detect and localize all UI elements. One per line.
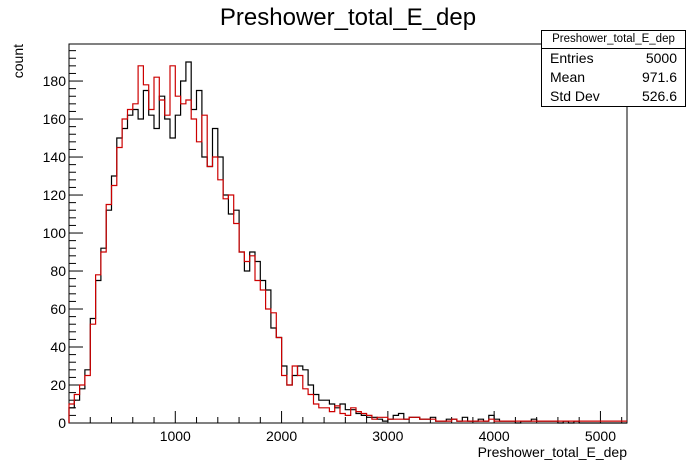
y-tick-label: 140 xyxy=(43,149,67,165)
y-axis-label: count xyxy=(10,44,26,78)
y-tick-label: 40 xyxy=(50,339,66,355)
chart-title: Preshower_total_E_dep xyxy=(220,4,476,31)
axes: 1000 2000 3000 4000 5000 0 20 40 60 80 100 120 140 16… xyxy=(43,43,628,444)
stats-value-entries: 5000 xyxy=(645,50,677,66)
stats-row-std-dev: Std Dev 526.6 xyxy=(542,87,685,106)
y-tick-label: 100 xyxy=(43,225,67,241)
stats-value-std-dev: 526.6 xyxy=(641,88,677,104)
y-tick-label: 20 xyxy=(50,377,66,393)
y-tick-label: 180 xyxy=(43,73,67,89)
y-tick-label: 0 xyxy=(58,415,66,431)
stats-label-std-dev: Std Dev xyxy=(550,88,600,104)
stats-box: Preshower_total_E_dep Entries 5000 Mean … xyxy=(541,30,686,107)
x-tick-label: 5000 xyxy=(585,428,616,444)
x-tick-label: 2000 xyxy=(266,428,297,444)
stats-box-title: Preshower_total_E_dep xyxy=(542,31,685,49)
y-tick-label: 120 xyxy=(43,187,67,203)
y-tick-label: 160 xyxy=(43,111,67,127)
y-tick-label: 60 xyxy=(50,301,66,317)
x-axis-label: Preshower_total_E_dep xyxy=(478,444,628,460)
histogram-series-2 xyxy=(68,65,627,423)
stats-value-mean: 971.6 xyxy=(641,69,677,85)
x-tick-label: 1000 xyxy=(160,428,191,444)
stats-label-entries: Entries xyxy=(550,50,594,66)
stats-row-entries: Entries 5000 xyxy=(542,49,685,68)
series-layer xyxy=(68,61,627,424)
stats-label-mean: Mean xyxy=(550,69,586,85)
x-tick-label: 4000 xyxy=(479,428,510,444)
y-tick-label: 80 xyxy=(50,263,66,279)
histogram-series-1 xyxy=(68,61,627,424)
x-tick-label: 3000 xyxy=(372,428,403,444)
stats-row-mean: Mean 971.6 xyxy=(542,68,685,87)
